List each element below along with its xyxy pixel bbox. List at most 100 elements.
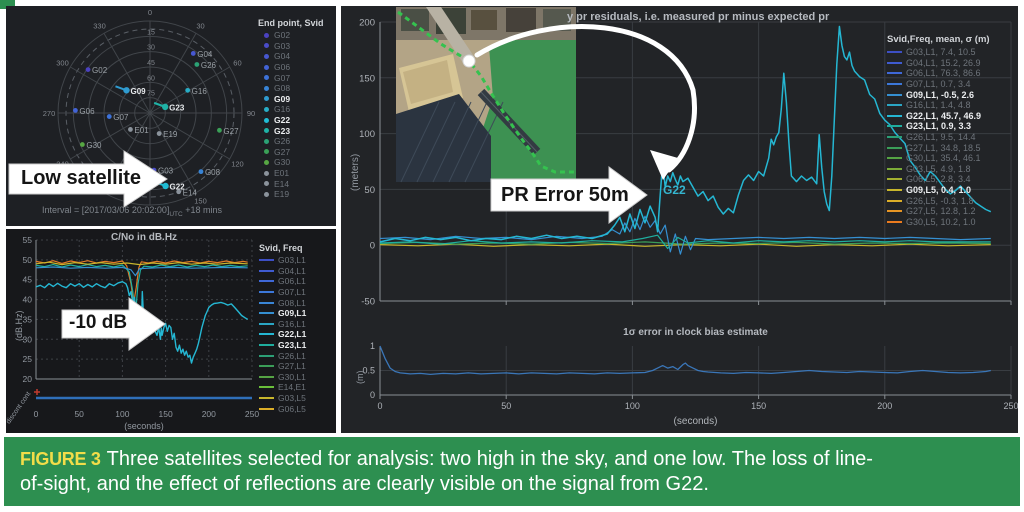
legend-label: G23: [274, 125, 291, 136]
legend-line-swatch: [259, 354, 274, 357]
pr-residuals-chart: 200 150 100 50 0 -50 0 0.5 1 0 50 100 150 200 250: [359, 7, 1018, 411]
svg-text:G04: G04: [197, 50, 213, 59]
svg-text:50: 50: [74, 409, 84, 419]
legend-label: G27: [274, 146, 291, 157]
svg-text:60: 60: [147, 75, 155, 82]
legend-line-swatch: [259, 291, 274, 294]
svg-text:-50: -50: [361, 297, 375, 308]
legend-label: G07,L1: [278, 287, 306, 298]
legend-item: E19: [258, 189, 324, 200]
svg-text:G16: G16: [192, 87, 208, 96]
legend-item: G04: [258, 51, 324, 62]
legend-line-swatch: [259, 397, 274, 400]
svg-text:100: 100: [359, 129, 375, 140]
legend-item: G30: [258, 157, 324, 168]
legend-label: G22: [274, 115, 291, 126]
svg-text:30: 30: [23, 334, 33, 344]
legend-label: G26,L1, 9.5, 14.4: [906, 132, 976, 143]
legend-label: G03,L5: [278, 393, 306, 404]
legend-label: G04,L1, 15.2, 26.9: [906, 57, 981, 68]
legend-item: G06,L5: [259, 403, 306, 414]
legend-label: G16,L1, 1.4, 4.8: [906, 100, 971, 111]
svg-text:20: 20: [23, 374, 33, 384]
legend-item: G06: [258, 62, 324, 73]
legend-line-swatch: [259, 365, 274, 368]
legend-item: E14: [258, 178, 324, 189]
legend-line-swatch: [887, 61, 902, 64]
svg-text:250: 250: [1003, 401, 1018, 411]
legend-label: G09: [274, 93, 291, 104]
legend-label: G03,L1: [278, 255, 306, 266]
legend-line-swatch: [887, 104, 902, 107]
clock-xlabel: (seconds): [673, 416, 718, 427]
curved-arrow: [474, 24, 697, 173]
svg-text:90: 90: [247, 109, 255, 118]
svg-text:G08: G08: [205, 168, 221, 177]
cno-panel: 20 25 30 35 40 45 50 55 0 50 100 150 200 250 discont c…: [6, 229, 336, 433]
cno-xlabel: (seconds): [124, 421, 164, 431]
legend-line-swatch: [259, 312, 274, 315]
svg-text:60: 60: [233, 59, 241, 68]
g22-point-label: G22: [663, 183, 686, 197]
legend-line-swatch: [259, 344, 274, 347]
pr-error-annotation: PR Error 50m: [501, 184, 629, 206]
legend-dot: [264, 75, 269, 81]
svg-text:0: 0: [370, 241, 375, 252]
svg-text:G30: G30: [86, 141, 102, 150]
legend-item: G23,L1: [259, 340, 306, 351]
legend-label: G09,L1: [278, 308, 307, 319]
svg-text:150: 150: [359, 73, 375, 84]
legend-line-swatch: [887, 178, 902, 181]
svg-text:30: 30: [147, 45, 155, 52]
legend-line-swatch: [259, 280, 274, 283]
legend-item: G27,L1, 34.8, 18.5: [887, 142, 990, 153]
legend-dot: [264, 149, 269, 155]
legend-item: G26,L5, -0.3, 1.8: [887, 195, 990, 206]
legend-item: G08: [258, 83, 324, 94]
legend-item: G22: [258, 115, 324, 126]
svg-text:G03: G03: [158, 167, 174, 176]
svg-text:E19: E19: [163, 130, 178, 139]
legend-label: G23,L1: [278, 340, 307, 351]
cno-title: C/No in dB.Hz: [110, 232, 178, 243]
legend-item: G03,L5, 4.9, 1.8: [887, 164, 990, 175]
legend-item: G26: [258, 136, 324, 147]
svg-text:G07: G07: [113, 113, 129, 122]
svg-text:150: 150: [194, 196, 207, 205]
legend-dot: [264, 53, 269, 59]
cno-ylabel: (dB.Hz): [14, 310, 24, 341]
legend-label: G02: [274, 30, 291, 41]
skyplot-legend: End point, Svid G02 G03 G04 G06 G07 G08 G09 G16…: [258, 18, 324, 200]
legend-line-swatch: [259, 407, 274, 410]
svg-text:0: 0: [377, 401, 382, 411]
legend-line-swatch: [259, 386, 274, 389]
legend-line-swatch: [887, 83, 902, 86]
legend-line-swatch: [887, 167, 902, 170]
legend-label: G27,L5, 12.8, 1.2: [906, 206, 976, 217]
legend-line-swatch: [887, 210, 902, 213]
legend-label: G30,L5, 10.2, 1.0: [906, 216, 976, 227]
legend-line-swatch: [259, 259, 274, 262]
legend-label: G22,L1: [278, 329, 307, 340]
legend-item: G09,L1, -0.5, 2.6: [887, 89, 990, 100]
legend-item: G23: [258, 125, 324, 136]
legend-item: G03,L5: [259, 393, 306, 404]
legend-line-swatch: [887, 93, 902, 96]
svg-text:75: 75: [147, 91, 155, 98]
svg-text:G09: G09: [130, 87, 146, 96]
interval-text: Interval = [2017/03/06 20:02:00]UTC +18 …: [42, 205, 222, 218]
legend-line-swatch: [887, 189, 902, 192]
legend-line-swatch: [887, 125, 902, 128]
legend-item: G03,L1: [259, 255, 306, 266]
svg-text:G26: G26: [201, 61, 217, 70]
low-satellite-annotation: Low satellite: [21, 167, 142, 189]
svg-text:30: 30: [196, 22, 204, 31]
svg-text:G23: G23: [169, 103, 185, 112]
svg-text:45: 45: [23, 275, 33, 285]
legend-line-swatch: [887, 114, 902, 117]
svg-text:15: 15: [147, 29, 155, 36]
legend-item: G22,L1, 45.7, 46.9: [887, 111, 990, 122]
page-corner-mark: [0, 0, 15, 9]
legend-label: G27,L1: [278, 361, 306, 372]
legend-label: G06,L5: [278, 403, 306, 414]
